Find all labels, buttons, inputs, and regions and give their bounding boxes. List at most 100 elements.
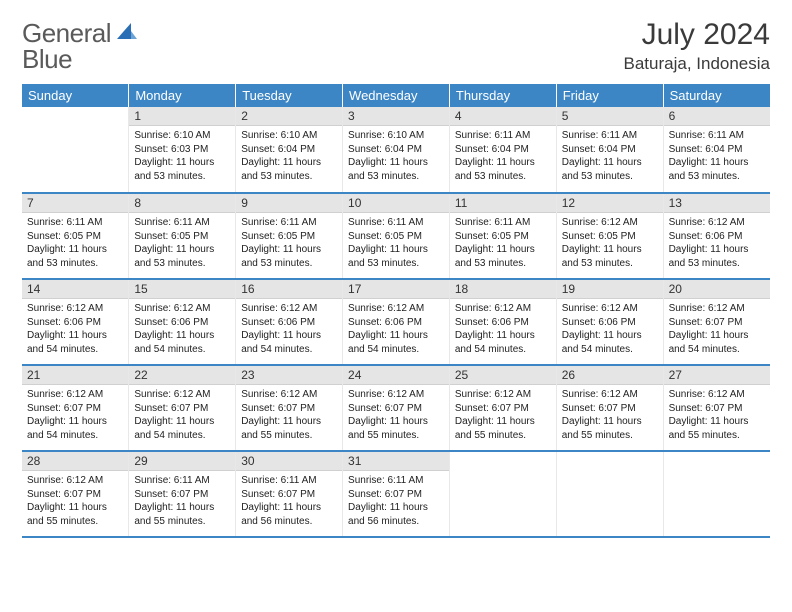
- calendar-day-cell: 30Sunrise: 6:11 AMSunset: 6:07 PMDayligh…: [236, 451, 343, 537]
- calendar-day-cell: 12Sunrise: 6:12 AMSunset: 6:05 PMDayligh…: [556, 193, 663, 279]
- day-number: 4: [450, 107, 556, 126]
- day-detail: Sunrise: 6:12 AMSunset: 6:06 PMDaylight:…: [557, 299, 663, 359]
- sunrise-text: Sunrise: 6:12 AM: [348, 388, 444, 402]
- sunset-text: Sunset: 6:06 PM: [669, 230, 765, 244]
- sunrise-text: Sunrise: 6:11 AM: [134, 216, 230, 230]
- calendar-day-cell: 31Sunrise: 6:11 AMSunset: 6:07 PMDayligh…: [343, 451, 450, 537]
- sunset-text: Sunset: 6:07 PM: [455, 402, 551, 416]
- weekday-header: Sunday: [22, 84, 129, 107]
- day-detail: Sunrise: 6:12 AMSunset: 6:05 PMDaylight:…: [557, 213, 663, 273]
- sunset-text: Sunset: 6:07 PM: [669, 402, 765, 416]
- title-block: July 2024 Baturaja, Indonesia: [624, 18, 771, 74]
- day-number: 20: [664, 280, 770, 299]
- daylight-text: Daylight: 11 hours and 53 minutes.: [134, 243, 230, 270]
- sail-icon: [115, 21, 137, 46]
- calendar-day-cell: 10Sunrise: 6:11 AMSunset: 6:05 PMDayligh…: [343, 193, 450, 279]
- calendar-day-cell: 29Sunrise: 6:11 AMSunset: 6:07 PMDayligh…: [129, 451, 236, 537]
- daylight-text: Daylight: 11 hours and 53 minutes.: [562, 243, 658, 270]
- day-number: 2: [236, 107, 342, 126]
- calendar-day-cell: [449, 451, 556, 537]
- day-detail: Sunrise: 6:11 AMSunset: 6:04 PMDaylight:…: [557, 126, 663, 186]
- day-detail: Sunrise: 6:12 AMSunset: 6:06 PMDaylight:…: [664, 213, 770, 273]
- sunset-text: Sunset: 6:06 PM: [562, 316, 658, 330]
- calendar-day-cell: 22Sunrise: 6:12 AMSunset: 6:07 PMDayligh…: [129, 365, 236, 451]
- sunset-text: Sunset: 6:07 PM: [348, 402, 444, 416]
- sunrise-text: Sunrise: 6:11 AM: [241, 216, 337, 230]
- day-detail: Sunrise: 6:10 AMSunset: 6:04 PMDaylight:…: [236, 126, 342, 186]
- sunset-text: Sunset: 6:07 PM: [669, 316, 765, 330]
- sunset-text: Sunset: 6:07 PM: [241, 402, 337, 416]
- weekday-header: Saturday: [663, 84, 770, 107]
- day-detail: Sunrise: 6:12 AMSunset: 6:06 PMDaylight:…: [236, 299, 342, 359]
- calendar-day-cell: 13Sunrise: 6:12 AMSunset: 6:06 PMDayligh…: [663, 193, 770, 279]
- sunset-text: Sunset: 6:07 PM: [27, 402, 123, 416]
- sunset-text: Sunset: 6:07 PM: [562, 402, 658, 416]
- day-detail: Sunrise: 6:12 AMSunset: 6:07 PMDaylight:…: [236, 385, 342, 445]
- calendar-week-row: 1Sunrise: 6:10 AMSunset: 6:03 PMDaylight…: [22, 107, 770, 193]
- calendar-day-cell: [663, 451, 770, 537]
- day-detail: Sunrise: 6:12 AMSunset: 6:07 PMDaylight:…: [664, 299, 770, 359]
- sunrise-text: Sunrise: 6:12 AM: [134, 302, 230, 316]
- sunrise-text: Sunrise: 6:12 AM: [134, 388, 230, 402]
- daylight-text: Daylight: 11 hours and 53 minutes.: [241, 243, 337, 270]
- calendar-day-cell: 24Sunrise: 6:12 AMSunset: 6:07 PMDayligh…: [343, 365, 450, 451]
- sunset-text: Sunset: 6:06 PM: [27, 316, 123, 330]
- day-number: 9: [236, 194, 342, 213]
- weekday-header: Wednesday: [343, 84, 450, 107]
- sunset-text: Sunset: 6:03 PM: [134, 143, 230, 157]
- page-header: General July 2024 Baturaja, Indonesia: [22, 18, 770, 74]
- daylight-text: Daylight: 11 hours and 53 minutes.: [134, 156, 230, 183]
- day-number: 21: [22, 366, 128, 385]
- day-number: 19: [557, 280, 663, 299]
- daylight-text: Daylight: 11 hours and 53 minutes.: [348, 156, 444, 183]
- day-detail: Sunrise: 6:11 AMSunset: 6:05 PMDaylight:…: [343, 213, 449, 273]
- sunrise-text: Sunrise: 6:12 AM: [669, 216, 765, 230]
- calendar-day-cell: 20Sunrise: 6:12 AMSunset: 6:07 PMDayligh…: [663, 279, 770, 365]
- day-detail: Sunrise: 6:12 AMSunset: 6:07 PMDaylight:…: [129, 385, 235, 445]
- daylight-text: Daylight: 11 hours and 53 minutes.: [241, 156, 337, 183]
- day-number: 14: [22, 280, 128, 299]
- daylight-text: Daylight: 11 hours and 53 minutes.: [669, 156, 765, 183]
- sunset-text: Sunset: 6:04 PM: [348, 143, 444, 157]
- day-number: 22: [129, 366, 235, 385]
- day-number: 13: [664, 194, 770, 213]
- sunrise-text: Sunrise: 6:12 AM: [455, 388, 551, 402]
- sunrise-text: Sunrise: 6:11 AM: [669, 129, 765, 143]
- calendar-day-cell: 28Sunrise: 6:12 AMSunset: 6:07 PMDayligh…: [22, 451, 129, 537]
- day-detail: Sunrise: 6:11 AMSunset: 6:07 PMDaylight:…: [236, 471, 342, 531]
- day-detail: Sunrise: 6:11 AMSunset: 6:04 PMDaylight:…: [450, 126, 556, 186]
- daylight-text: Daylight: 11 hours and 55 minutes.: [669, 415, 765, 442]
- sunset-text: Sunset: 6:05 PM: [562, 230, 658, 244]
- calendar-day-cell: 23Sunrise: 6:12 AMSunset: 6:07 PMDayligh…: [236, 365, 343, 451]
- daylight-text: Daylight: 11 hours and 55 minutes.: [27, 501, 123, 528]
- sunrise-text: Sunrise: 6:11 AM: [27, 216, 123, 230]
- calendar-day-cell: 15Sunrise: 6:12 AMSunset: 6:06 PMDayligh…: [129, 279, 236, 365]
- sunset-text: Sunset: 6:06 PM: [455, 316, 551, 330]
- sunset-text: Sunset: 6:07 PM: [134, 402, 230, 416]
- sunrise-text: Sunrise: 6:12 AM: [27, 388, 123, 402]
- daylight-text: Daylight: 11 hours and 53 minutes.: [27, 243, 123, 270]
- calendar-day-cell: 14Sunrise: 6:12 AMSunset: 6:06 PMDayligh…: [22, 279, 129, 365]
- day-detail: Sunrise: 6:11 AMSunset: 6:05 PMDaylight:…: [22, 213, 128, 273]
- sunrise-text: Sunrise: 6:11 AM: [348, 474, 444, 488]
- calendar-day-cell: [22, 107, 129, 193]
- sunset-text: Sunset: 6:04 PM: [455, 143, 551, 157]
- daylight-text: Daylight: 11 hours and 55 minutes.: [134, 501, 230, 528]
- day-detail: Sunrise: 6:10 AMSunset: 6:03 PMDaylight:…: [129, 126, 235, 186]
- day-number: 30: [236, 452, 342, 471]
- sunrise-text: Sunrise: 6:12 AM: [27, 474, 123, 488]
- daylight-text: Daylight: 11 hours and 53 minutes.: [562, 156, 658, 183]
- day-number: 18: [450, 280, 556, 299]
- day-detail: Sunrise: 6:11 AMSunset: 6:05 PMDaylight:…: [450, 213, 556, 273]
- day-number: 17: [343, 280, 449, 299]
- day-detail: Sunrise: 6:12 AMSunset: 6:06 PMDaylight:…: [22, 299, 128, 359]
- daylight-text: Daylight: 11 hours and 54 minutes.: [27, 329, 123, 356]
- daylight-text: Daylight: 11 hours and 54 minutes.: [241, 329, 337, 356]
- daylight-text: Daylight: 11 hours and 53 minutes.: [455, 156, 551, 183]
- sunset-text: Sunset: 6:05 PM: [455, 230, 551, 244]
- daylight-text: Daylight: 11 hours and 53 minutes.: [348, 243, 444, 270]
- day-number: 5: [557, 107, 663, 126]
- sunset-text: Sunset: 6:06 PM: [241, 316, 337, 330]
- day-number: 28: [22, 452, 128, 471]
- day-number: 24: [343, 366, 449, 385]
